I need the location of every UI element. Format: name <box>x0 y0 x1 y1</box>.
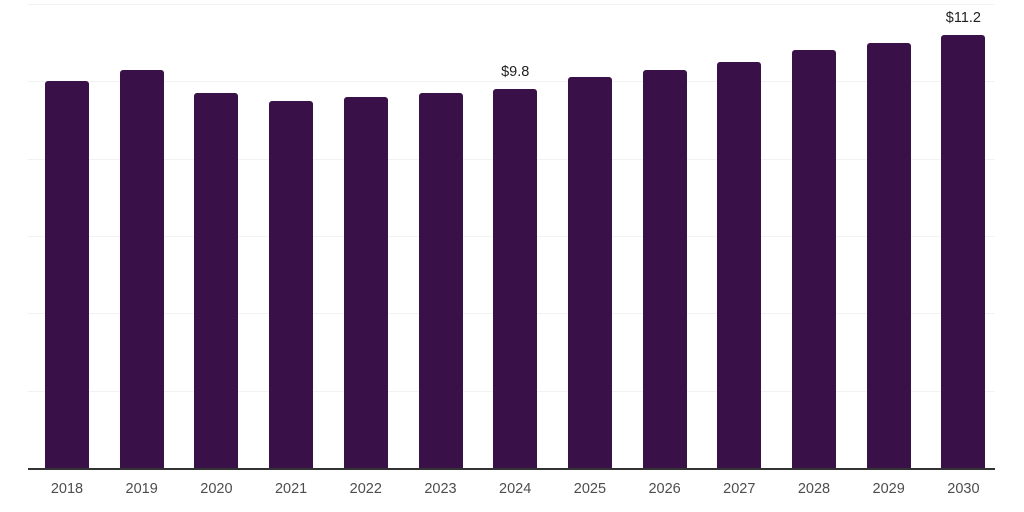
x-tick-label: 2021 <box>274 481 308 497</box>
bar[interactable] <box>642 69 687 468</box>
x-tick-label: 2028 <box>797 481 831 497</box>
bar-group <box>119 0 164 468</box>
x-tick-label: 2019 <box>125 481 158 497</box>
x-tick-label: 2029 <box>872 481 905 497</box>
bar[interactable] <box>269 100 314 468</box>
bar-group <box>45 0 89 468</box>
bar-group <box>194 0 239 468</box>
gridline <box>28 3 995 5</box>
bar-group <box>642 0 687 468</box>
x-tick-label: 2027 <box>723 481 756 497</box>
bar-group <box>866 0 911 468</box>
gridline <box>28 81 995 83</box>
x-tick-label: 2022 <box>349 481 382 497</box>
bar-group <box>567 0 612 468</box>
bar-value-label: $9.8 <box>501 64 530 81</box>
bar[interactable] <box>866 42 911 468</box>
bar-group <box>343 0 388 468</box>
bar-group: $11.2 <box>941 0 986 468</box>
x-axis-line <box>28 468 995 470</box>
x-tick-label: 2024 <box>499 481 532 497</box>
x-tick-label: 2025 <box>573 481 607 497</box>
bar[interactable] <box>119 69 164 468</box>
x-tick-label: 2020 <box>200 481 233 497</box>
bar[interactable] <box>717 61 762 468</box>
x-tick-label: 2023 <box>424 481 457 497</box>
x-tick-label: 2018 <box>50 481 84 497</box>
bar[interactable] <box>493 88 538 468</box>
bar-group <box>717 0 762 468</box>
plot-area: $9.8 $11.2 <box>28 0 995 470</box>
bar[interactable] <box>418 92 463 468</box>
bar[interactable] <box>45 81 89 468</box>
bar-group <box>269 0 314 468</box>
bar-value-label: $11.2 <box>945 10 981 27</box>
bar-group: $9.8 <box>493 0 538 468</box>
x-tick-label: 2026 <box>648 481 681 497</box>
bar[interactable] <box>567 77 612 468</box>
bar[interactable] <box>343 96 388 468</box>
bar[interactable] <box>194 92 239 468</box>
bar[interactable] <box>941 34 986 468</box>
bar[interactable] <box>792 50 836 468</box>
bar-group <box>792 0 836 468</box>
x-axis-tick-labels: 2018 2019 2020 2021 2022 2023 2024 2025 2026 2027… <box>28 480 995 504</box>
x-tick-label: 2030 <box>947 481 980 497</box>
bar-group <box>418 0 463 468</box>
